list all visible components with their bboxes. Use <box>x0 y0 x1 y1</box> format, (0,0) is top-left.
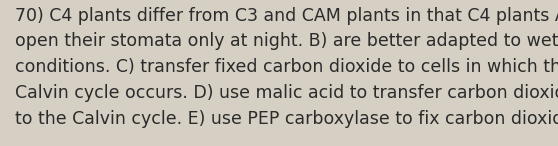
Text: 70) C4 plants differ from C3 and CAM plants in that C4 plants A)
open their stom: 70) C4 plants differ from C3 and CAM pla… <box>15 7 558 128</box>
